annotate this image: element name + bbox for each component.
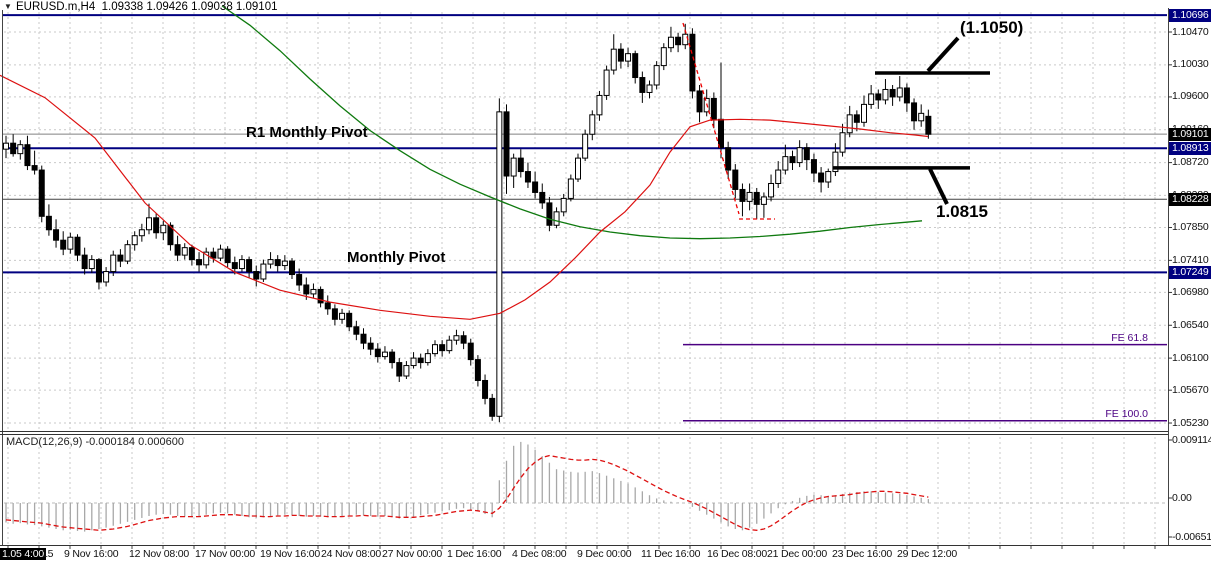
macd-histogram [5, 441, 929, 532]
macd-indicator-label: MACD(12,26,9) -0.000184 0.000600 [6, 436, 184, 448]
annotation-support-price[interactable]: 1.0815 [936, 202, 988, 221]
chart-title-ohlc: EURUSD.m,H4 1.09338 1.09426 1.09038 1.09… [16, 1, 278, 13]
ma-slow-green-line [221, 5, 923, 240]
symbol-dropdown-icon[interactable]: ▼ [4, 2, 12, 11]
annotation-arrow [926, 36, 960, 73]
candles [3, 23, 932, 423]
macd-signal-line [5, 454, 929, 531]
annotation-target-price[interactable]: (1.1050) [960, 18, 1024, 37]
annotation-monthly-pivot[interactable]: Monthly Pivot [347, 249, 446, 266]
ma-fast-red-line [0, 74, 929, 320]
annotation-arrow [928, 168, 949, 205]
dashed-trendline [682, 22, 740, 215]
annotation-r1-monthly-pivot[interactable]: R1 Monthly Pivot [246, 124, 368, 141]
